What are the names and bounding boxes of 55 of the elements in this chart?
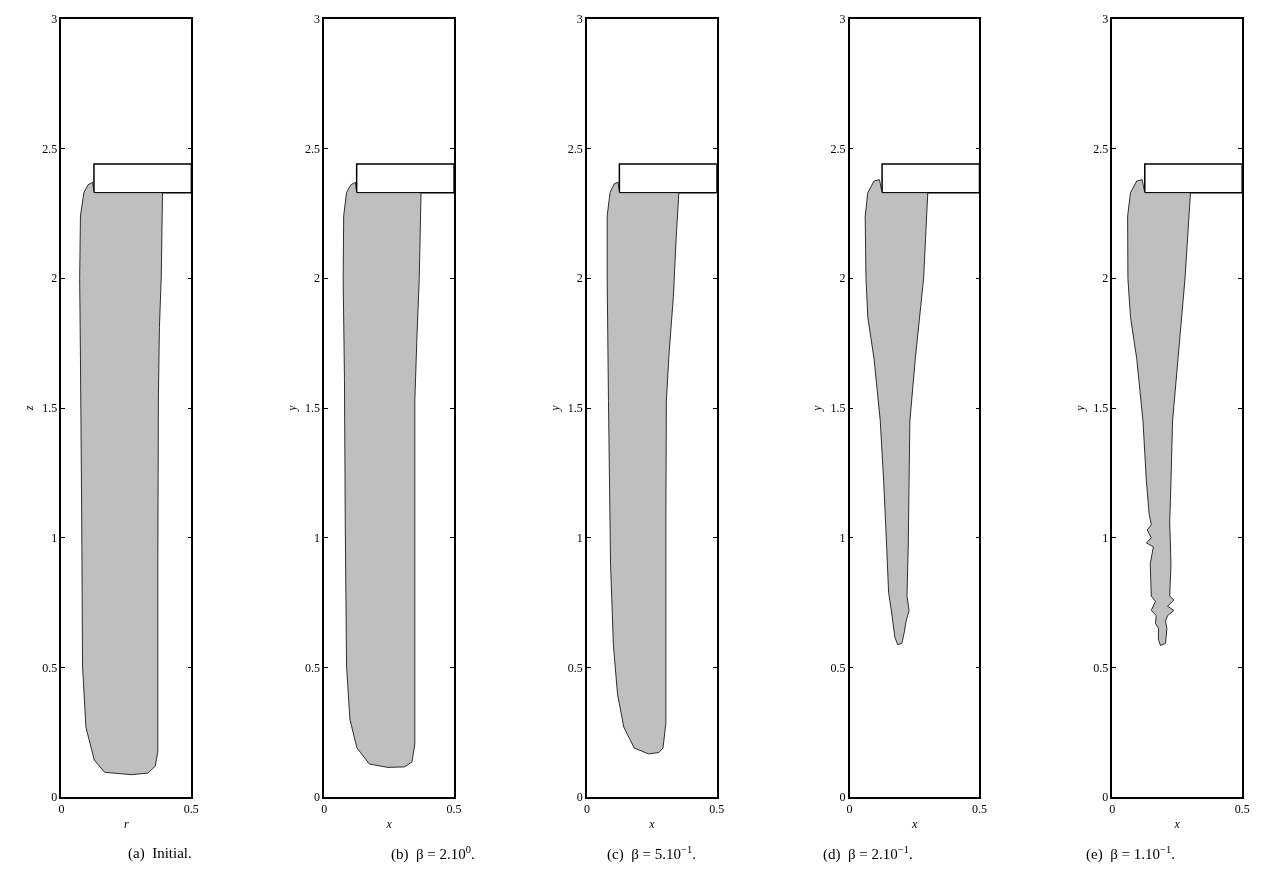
text: (d) β = 2.10$^{−1}$.	[823, 844, 913, 864]
y-tick-label: 1.5	[567, 401, 583, 416]
y-axis-title: y	[547, 404, 562, 412]
y-tick-label: 1	[576, 530, 583, 545]
y-tick-label: 3	[51, 12, 58, 27]
y-tick-label: 2.5	[1093, 141, 1109, 156]
x-tick-label: 0.5	[446, 802, 462, 817]
y-axis-title: z	[22, 405, 37, 412]
y-tick-label: 1	[1102, 530, 1109, 545]
y-tick-label: 3	[576, 12, 583, 27]
y-tick-label: 1	[51, 530, 58, 545]
x-axis-title: x	[910, 816, 918, 831]
y-tick-label: 1.5	[42, 401, 58, 416]
y-axis-title: y	[810, 404, 825, 412]
y-tick-label: 2	[314, 271, 321, 286]
y-tick-label: 2.5	[830, 141, 846, 156]
y-tick-label: 3	[1102, 12, 1109, 27]
y-tick-label: 0.5	[567, 660, 583, 675]
text: (c) β = 5.10$^{−1}$.	[607, 844, 696, 864]
x-tick-label: 0.5	[971, 802, 987, 817]
y-tick-label: 0	[839, 790, 846, 805]
y-tick-label: 2.5	[305, 141, 321, 156]
y-tick-label: 3	[839, 12, 846, 27]
x-tick-label: 0.5	[709, 802, 725, 817]
text: (a) Initial.	[128, 845, 192, 862]
x-tick-label: 0.5	[1234, 802, 1250, 817]
y-tick-label: 1	[314, 530, 321, 545]
x-axis-title: x	[1173, 816, 1181, 831]
y-tick-label: 2	[576, 271, 583, 286]
y-tick-label: 2	[1102, 271, 1109, 286]
y-tick-label: 1.5	[830, 401, 846, 416]
y-tick-label: 1	[839, 530, 846, 545]
y-tick-label: 2.5	[42, 141, 58, 156]
x-axis-title: x	[385, 816, 393, 831]
y-tick-label: 2	[51, 271, 58, 286]
y-tick-label: 0	[314, 790, 321, 805]
y-axis-title: y	[284, 404, 299, 412]
y-tick-label: 0	[576, 790, 583, 805]
y-tick-label: 0	[51, 790, 58, 805]
y-tick-label: 3	[314, 12, 321, 27]
x-axis-title: x	[648, 816, 656, 831]
y-tick-label: 0.5	[305, 660, 321, 675]
text: (e) β = 1.10$^{−1}$.	[1086, 844, 1175, 864]
x-tick-label: 0.5	[183, 802, 199, 817]
y-tick-label: 2.5	[567, 141, 583, 156]
y-axis-title: y	[1072, 404, 1087, 412]
text: (b) β = 2.10$^{0}$.	[391, 844, 475, 864]
y-tick-label: 0.5	[830, 660, 846, 675]
y-tick-label: 1.5	[305, 401, 321, 416]
y-tick-label: 0.5	[42, 660, 58, 675]
y-tick-label: 0.5	[1093, 660, 1109, 675]
y-tick-label: 2	[839, 271, 846, 286]
y-tick-label: 0	[1102, 790, 1109, 805]
x-axis-title: r	[124, 816, 130, 831]
y-tick-label: 1.5	[1093, 401, 1109, 416]
